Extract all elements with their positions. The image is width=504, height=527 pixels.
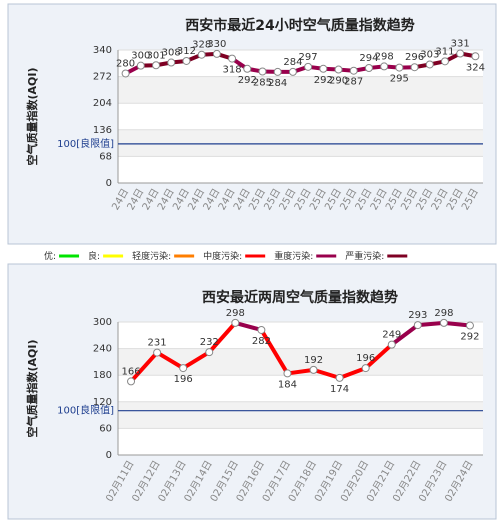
data-point (274, 68, 281, 75)
value-label: 249 (382, 330, 401, 341)
y-tick-label: 0 (106, 178, 112, 189)
reference-label: 100[良限值] (57, 404, 114, 417)
data-point (180, 365, 187, 372)
data-point (154, 349, 161, 356)
data-point (259, 68, 266, 75)
value-label: 284 (268, 78, 287, 89)
value-label: 292 (460, 332, 479, 343)
data-point (258, 326, 265, 333)
y-tick-label: 60 (99, 423, 112, 434)
value-label: 282 (252, 336, 271, 347)
data-point (320, 65, 327, 72)
data-point (335, 66, 342, 73)
value-label: 184 (278, 379, 297, 390)
value-label: 298 (226, 308, 245, 319)
data-point (206, 349, 213, 356)
data-point (411, 64, 418, 71)
y-axis-label: 空气质量指数(AQI) (25, 339, 39, 437)
value-label: 298 (375, 51, 394, 62)
chart-title: 西安市最近24小时空气质量指数趋势 (185, 17, 414, 34)
data-point (365, 64, 372, 71)
legend-label: 重度污染: (274, 250, 313, 262)
data-point (168, 59, 175, 66)
y-tick-label: 340 (93, 45, 112, 56)
value-label: 166 (121, 366, 140, 377)
value-label: 330 (207, 39, 226, 50)
data-point (441, 58, 448, 65)
reference-label: 100[良限值] (57, 137, 114, 150)
data-point (198, 51, 205, 58)
legend-label: 严重污染: (345, 250, 384, 262)
data-point (426, 61, 433, 68)
data-point (183, 57, 190, 64)
y-tick-label: 272 (93, 72, 112, 83)
data-point (362, 365, 369, 372)
y-tick-label: 136 (93, 125, 112, 136)
value-label: 231 (148, 338, 167, 349)
data-point (472, 53, 479, 60)
y-tick-label: 0 (106, 450, 112, 461)
y-tick-label: 204 (93, 98, 112, 109)
legend-label: 优: (44, 250, 56, 262)
data-point (284, 370, 291, 377)
data-point (229, 55, 236, 62)
data-point (244, 65, 251, 72)
legend-label: 中度污染: (203, 250, 242, 262)
data-point (440, 319, 447, 326)
chart-title: 西安最近两周空气质量指数趋势 (202, 289, 398, 306)
grid-band (118, 130, 483, 157)
value-label: 174 (330, 384, 349, 395)
y-tick-label: 300 (93, 317, 112, 328)
value-label: 287 (344, 77, 363, 88)
data-point (122, 70, 129, 77)
value-label: 331 (451, 39, 470, 50)
y-tick-label: 180 (93, 370, 112, 381)
data-point (381, 63, 388, 70)
legend-label: 轻度污染: (132, 250, 171, 262)
y-axis-label: 空气质量指数(AQI) (25, 67, 39, 165)
grid-band (118, 77, 483, 104)
data-point (457, 50, 464, 57)
data-point (153, 62, 160, 69)
y-tick-label: 240 (93, 344, 112, 355)
value-label: 297 (299, 52, 318, 63)
y-tick-label: 68 (99, 151, 112, 162)
data-point (414, 322, 421, 329)
data-point (466, 322, 473, 329)
value-label: 196 (356, 353, 375, 364)
value-label: 192 (304, 355, 323, 366)
data-point (388, 341, 395, 348)
data-point (232, 319, 239, 326)
data-point (396, 64, 403, 71)
data-point (137, 62, 144, 69)
value-label: 196 (174, 374, 193, 385)
data-point (213, 50, 220, 57)
value-label: 295 (390, 74, 409, 85)
value-label: 324 (466, 62, 485, 73)
data-point (310, 366, 317, 373)
data-point (305, 63, 312, 70)
plot-area (118, 322, 483, 455)
data-point (289, 68, 296, 75)
data-point (128, 378, 135, 385)
value-label: 232 (200, 337, 219, 348)
value-label: 293 (408, 310, 427, 321)
grid-band (118, 402, 483, 429)
legend-label: 良: (88, 250, 100, 262)
data-point (350, 67, 357, 74)
data-point (336, 374, 343, 381)
value-label: 298 (434, 308, 453, 319)
